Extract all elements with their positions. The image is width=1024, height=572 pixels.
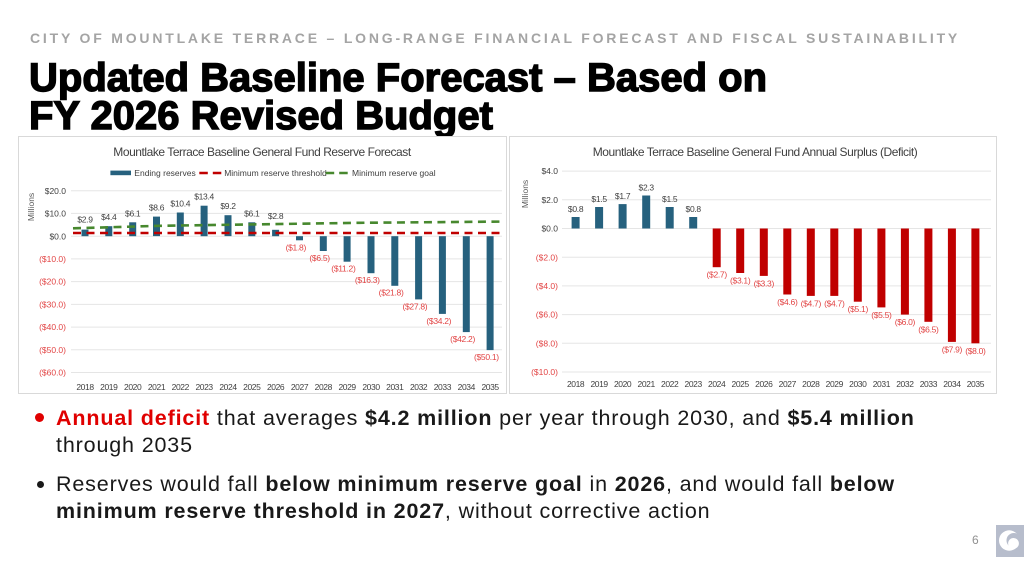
svg-text:($2.0): ($2.0): [536, 252, 558, 262]
svg-text:($5.5): ($5.5): [871, 310, 892, 320]
svg-text:2020: 2020: [614, 379, 632, 389]
svg-text:2022: 2022: [661, 379, 679, 389]
svg-text:($20.0): ($20.0): [39, 277, 66, 287]
svg-text:$2.3: $2.3: [639, 183, 655, 193]
svg-text:($4.6): ($4.6): [777, 297, 798, 307]
svg-text:($27.8): ($27.8): [402, 301, 427, 311]
svg-text:($5.1): ($5.1): [848, 304, 869, 314]
svg-text:2018: 2018: [76, 382, 94, 392]
svg-text:2020: 2020: [124, 382, 142, 392]
svg-text:2024: 2024: [708, 379, 726, 389]
svg-text:($50.1): ($50.1): [474, 352, 499, 362]
svg-text:$0.8: $0.8: [686, 204, 702, 214]
svg-text:2034: 2034: [458, 382, 476, 392]
svg-text:2032: 2032: [410, 382, 428, 392]
svg-text:($8.0): ($8.0): [965, 346, 986, 356]
svg-text:2024: 2024: [219, 382, 237, 392]
svg-text:($40.0): ($40.0): [39, 322, 66, 332]
svg-text:($6.5): ($6.5): [918, 324, 939, 334]
svg-text:Millions: Millions: [26, 193, 36, 221]
svg-text:2030: 2030: [362, 382, 380, 392]
svg-text:($16.3): ($16.3): [355, 275, 380, 285]
svg-text:($3.1): ($3.1): [730, 276, 751, 286]
svg-text:Ending reserves: Ending reserves: [134, 168, 195, 178]
svg-text:2019: 2019: [590, 379, 608, 389]
svg-text:$1.7: $1.7: [615, 191, 631, 201]
svg-text:Mountlake Terrace Baseline Gen: Mountlake Terrace Baseline General Fund …: [113, 145, 412, 159]
svg-text:($50.0): ($50.0): [39, 345, 66, 355]
svg-text:($8.0): ($8.0): [536, 338, 558, 348]
svg-text:2027: 2027: [291, 382, 309, 392]
svg-text:2028: 2028: [315, 382, 333, 392]
svg-text:$0.8: $0.8: [568, 204, 584, 214]
svg-text:$20.0: $20.0: [45, 186, 67, 196]
svg-text:($42.2): ($42.2): [450, 334, 475, 344]
svg-text:2033: 2033: [920, 379, 938, 389]
svg-text:$2.8: $2.8: [268, 211, 284, 221]
svg-text:$2.0: $2.0: [541, 195, 558, 205]
svg-text:2021: 2021: [148, 382, 166, 392]
svg-text:$0.0: $0.0: [49, 231, 66, 241]
svg-text:($7.9): ($7.9): [942, 344, 963, 354]
svg-text:($3.3): ($3.3): [754, 278, 775, 288]
svg-text:($6.5): ($6.5): [309, 253, 330, 263]
svg-text:($30.0): ($30.0): [39, 300, 66, 310]
svg-text:($21.8): ($21.8): [379, 288, 404, 298]
svg-text:$6.1: $6.1: [125, 208, 141, 218]
svg-text:Millions: Millions: [520, 180, 530, 208]
svg-text:2032: 2032: [896, 379, 914, 389]
svg-text:($60.0): ($60.0): [39, 368, 66, 378]
svg-text:$9.2: $9.2: [220, 201, 236, 211]
svg-text:Minimum reserve threshold: Minimum reserve threshold: [224, 168, 327, 178]
svg-text:($4.0): ($4.0): [536, 281, 558, 291]
svg-text:2023: 2023: [685, 379, 703, 389]
svg-text:2025: 2025: [732, 379, 750, 389]
svg-text:$1.5: $1.5: [662, 194, 678, 204]
svg-text:2023: 2023: [195, 382, 213, 392]
svg-text:$6.1: $6.1: [244, 208, 260, 218]
svg-text:2031: 2031: [873, 379, 891, 389]
svg-text:2030: 2030: [849, 379, 867, 389]
svg-text:($4.7): ($4.7): [801, 298, 822, 308]
svg-text:$10.0: $10.0: [45, 209, 67, 219]
svg-text:2019: 2019: [100, 382, 118, 392]
svg-text:($11.2): ($11.2): [331, 264, 356, 274]
svg-text:($4.7): ($4.7): [824, 298, 845, 308]
svg-text:2029: 2029: [338, 382, 356, 392]
svg-text:$1.5: $1.5: [591, 194, 607, 204]
svg-text:2027: 2027: [779, 379, 797, 389]
svg-text:Minimum reserve goal: Minimum reserve goal: [352, 168, 436, 178]
svg-text:$4.0: $4.0: [541, 166, 558, 176]
svg-text:2034: 2034: [943, 379, 961, 389]
svg-text:2033: 2033: [434, 382, 452, 392]
svg-text:($1.8): ($1.8): [286, 242, 307, 252]
svg-text:2021: 2021: [638, 379, 656, 389]
svg-text:2026: 2026: [267, 382, 285, 392]
svg-text:2022: 2022: [172, 382, 190, 392]
svg-text:($34.2): ($34.2): [426, 316, 451, 326]
svg-text:2025: 2025: [243, 382, 261, 392]
svg-text:$13.4: $13.4: [194, 192, 214, 202]
svg-text:($10.0): ($10.0): [39, 254, 66, 264]
svg-text:$2.9: $2.9: [77, 214, 93, 224]
svg-text:($6.0): ($6.0): [895, 317, 916, 327]
svg-text:$4.4: $4.4: [101, 212, 117, 222]
svg-text:2029: 2029: [826, 379, 844, 389]
svg-text:Mountlake Terrace Baseline Gen: Mountlake Terrace Baseline General Fund …: [593, 145, 918, 159]
svg-text:($2.7): ($2.7): [706, 270, 727, 280]
svg-text:($6.0): ($6.0): [536, 310, 558, 320]
svg-text:($10.0): ($10.0): [531, 367, 558, 377]
svg-text:2035: 2035: [967, 379, 985, 389]
svg-text:2031: 2031: [386, 382, 404, 392]
svg-text:2035: 2035: [481, 382, 499, 392]
svg-text:$8.6: $8.6: [149, 203, 165, 213]
svg-text:2028: 2028: [802, 379, 820, 389]
svg-text:2018: 2018: [567, 379, 585, 389]
svg-text:$0.0: $0.0: [541, 224, 558, 234]
svg-text:$10.4: $10.4: [170, 199, 190, 209]
svg-text:2026: 2026: [755, 379, 773, 389]
